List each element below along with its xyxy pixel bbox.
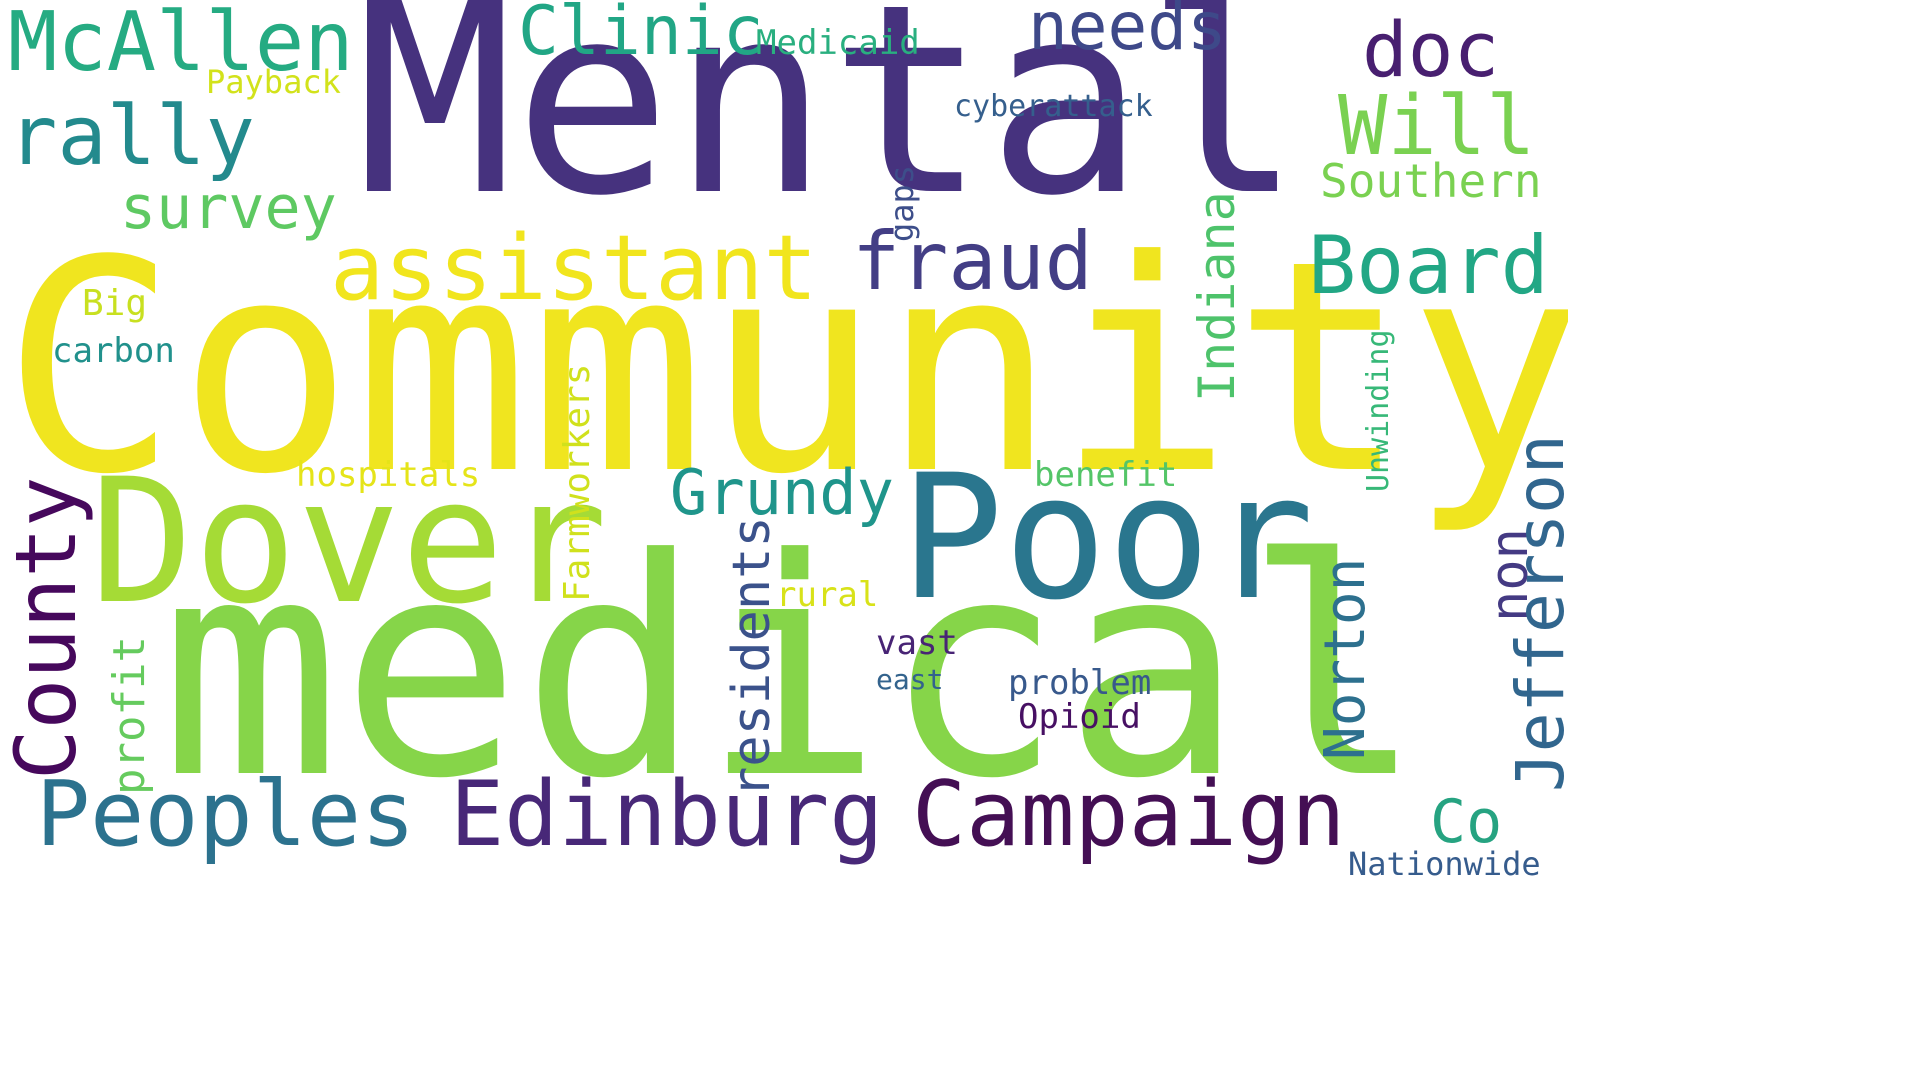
word-jefferson: Jefferson <box>1502 434 1568 792</box>
word-benefit: benefit <box>1034 455 1178 495</box>
word-nationwide: Nationwide <box>1348 845 1541 882</box>
word-poor: Poor <box>900 437 1315 638</box>
word-rally: rally <box>8 89 255 184</box>
word-community: Community <box>2 198 1568 538</box>
word-board: Board <box>1308 219 1549 312</box>
word-medical: medical <box>160 495 1425 844</box>
word-profit: profit <box>104 636 155 795</box>
word-cyberattack: cyberattack <box>954 89 1153 124</box>
word-farmworkers: Farmworkers <box>557 363 598 602</box>
word-big: Big <box>82 283 148 324</box>
word-opioid: Opioid <box>1018 697 1141 737</box>
word-assistant: assistant <box>330 216 818 321</box>
word-edinburg: Edinburg <box>450 762 884 867</box>
word-grundy: Grundy <box>670 456 894 529</box>
word-rural: rural <box>776 575 879 615</box>
word-mcallen: McAllen <box>8 0 354 90</box>
word-problem: problem <box>1008 663 1152 703</box>
word-cloud: Community Mental Dover medical Poor McAl… <box>0 0 1568 882</box>
word-will: Will <box>1338 79 1536 174</box>
word-southern: Southern <box>1320 154 1542 208</box>
word-co: Co <box>1430 787 1503 857</box>
word-residents: residents <box>722 516 782 798</box>
word-mental: Mental <box>356 0 1303 253</box>
word-county: County <box>0 476 95 780</box>
word-payback: Payback <box>206 63 341 101</box>
word-indiana: Indiana <box>1188 191 1246 402</box>
word-doc: doc <box>1362 5 1500 94</box>
word-clinic: Clinic <box>518 0 764 71</box>
word-unwinding: Unwinding <box>1361 329 1396 492</box>
word-fraud: fraud <box>852 215 1093 308</box>
word-norton: Norton <box>1313 557 1378 760</box>
word-gaps: gaps <box>883 164 921 242</box>
word-east: east <box>876 663 944 696</box>
word-peoples: Peoples <box>36 762 416 867</box>
word-survey: survey <box>120 173 337 243</box>
word-medicaid: Medicaid <box>756 23 920 63</box>
word-needs: needs <box>1028 0 1227 65</box>
word-carbon: carbon <box>52 331 175 371</box>
word-hospitals: hospitals <box>296 455 481 495</box>
word-dover: Dover <box>90 441 608 642</box>
word-vast: vast <box>876 623 958 663</box>
word-campaign: Campaign <box>912 762 1346 867</box>
